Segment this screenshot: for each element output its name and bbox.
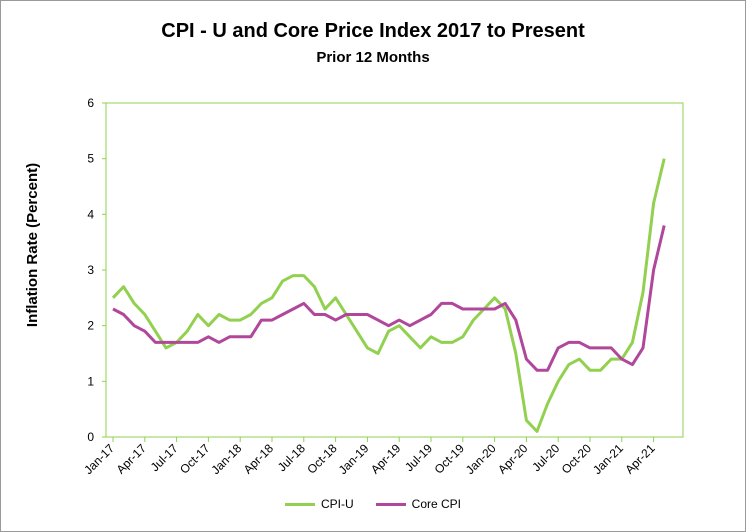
y-tick-label: 3 [87, 263, 94, 277]
y-axis: 0 1 2 3 4 5 6 [87, 96, 106, 444]
x-tick-label: Oct-19 [432, 441, 468, 477]
legend: CPI-U Core CPI [0, 497, 746, 511]
series-group [111, 158, 666, 433]
legend-swatch-core-cpi [375, 502, 406, 506]
x-tick-label: Jul-17 [148, 441, 181, 474]
y-tick-label: 6 [87, 96, 94, 110]
y-tick-label: 0 [87, 430, 94, 444]
x-tick-label: Jul-19 [402, 441, 435, 474]
series-line-core-cpi [112, 225, 666, 372]
plot-area [105, 102, 684, 438]
x-tick-label: Jan-20 [463, 441, 499, 477]
legend-item-core-cpi: Core CPI [375, 497, 462, 511]
x-tick-label: Oct-17 [177, 441, 213, 477]
y-axis-label: Inflation Rate (Percent) [24, 163, 41, 327]
x-tick-label: Jan-21 [590, 441, 626, 477]
x-axis: Jan-17Apr-17Jul-17Oct-17Jan-18Apr-18Jul-… [81, 437, 658, 477]
legend-item-cpi-u: CPI-U [284, 497, 354, 511]
legend-swatch-cpi-u [284, 502, 315, 506]
chart-subtitle: Prior 12 Months [316, 49, 430, 66]
legend-label-cpi-u: CPI-U [320, 497, 354, 511]
x-tick-label: Jul-20 [529, 441, 562, 474]
legend-label-core-cpi: Core CPI [411, 497, 462, 511]
y-tick-label: 1 [87, 374, 94, 388]
x-tick-label: Apr-20 [495, 441, 531, 477]
x-tick-label: Apr-17 [114, 441, 150, 477]
x-tick-label: Apr-18 [241, 441, 277, 477]
x-tick-label: Jul-18 [275, 441, 308, 474]
x-tick-label: Apr-19 [368, 441, 404, 477]
x-tick-label: Jan-18 [208, 441, 244, 477]
chart-title: CPI - U and Core Price Index 2017 to Pre… [161, 20, 585, 42]
x-tick-label: Jan-17 [81, 441, 117, 477]
x-tick-label: Oct-20 [559, 441, 595, 477]
x-tick-label: Jan-19 [336, 441, 372, 477]
y-tick-label: 2 [87, 319, 94, 333]
y-tick-label: 5 [87, 152, 94, 166]
y-tick-label: 4 [87, 207, 94, 221]
series-line-cpi-u [111, 158, 666, 433]
x-tick-label: Apr-21 [622, 441, 658, 477]
x-tick-label: Oct-18 [304, 441, 340, 477]
